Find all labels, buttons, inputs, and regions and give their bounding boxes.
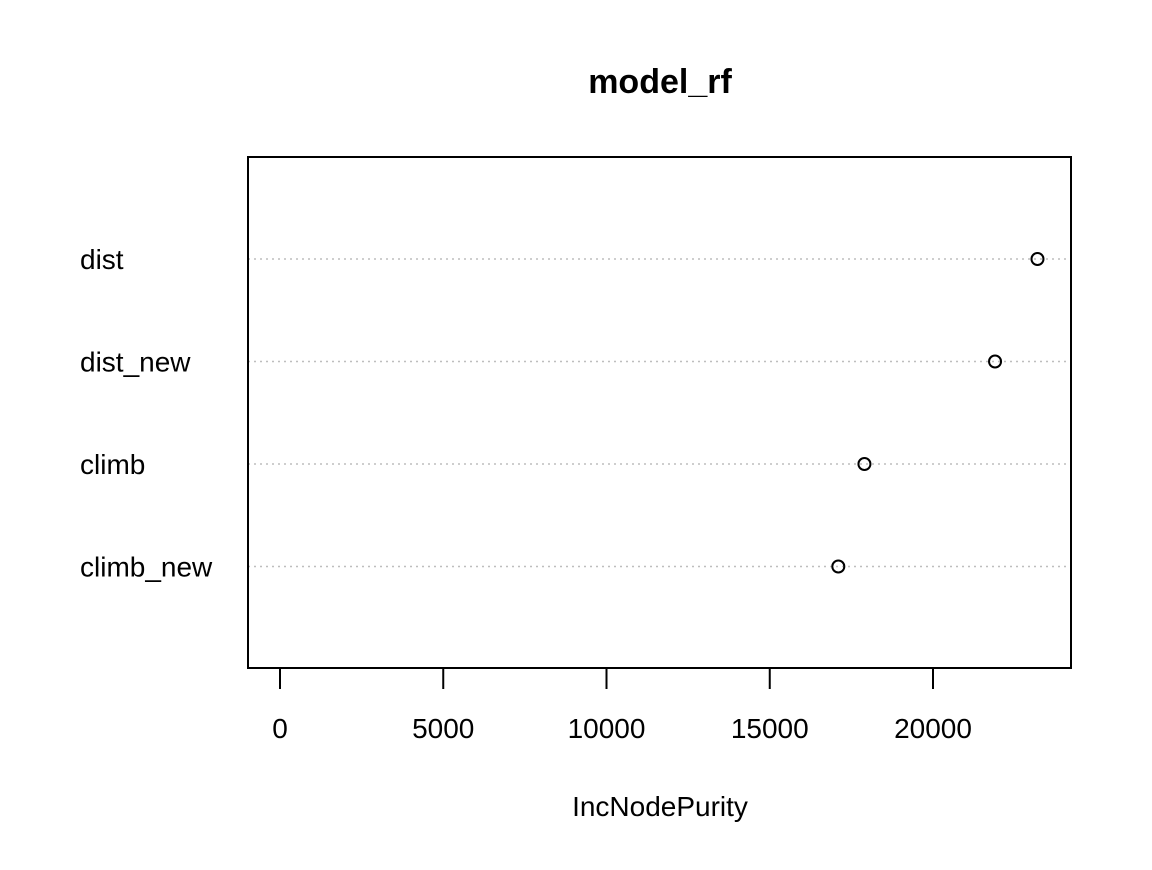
data-point (1030, 252, 1045, 266)
data-point (857, 457, 872, 471)
chart-title: model_rf (588, 63, 732, 101)
category-label: climb (80, 449, 145, 480)
category-label: dist (80, 244, 124, 275)
x-tick-label: 15000 (731, 713, 809, 744)
plot-frame (247, 156, 1072, 669)
data-point (831, 559, 846, 574)
data-point (988, 354, 1003, 369)
x-tick-label: 5000 (412, 713, 474, 744)
x-axis-label: IncNodePurity (572, 791, 748, 822)
category-label: dist_new (80, 347, 191, 378)
x-tick-label: 10000 (568, 713, 646, 744)
data-points (831, 252, 1045, 574)
x-tick-label: 0 (272, 713, 288, 744)
grid-lines (248, 258, 1071, 568)
category-label: climb_new (80, 552, 213, 583)
x-axis: 0 5000 10000 15000 20000 (272, 667, 972, 744)
x-tick-label: 20000 (894, 713, 972, 744)
